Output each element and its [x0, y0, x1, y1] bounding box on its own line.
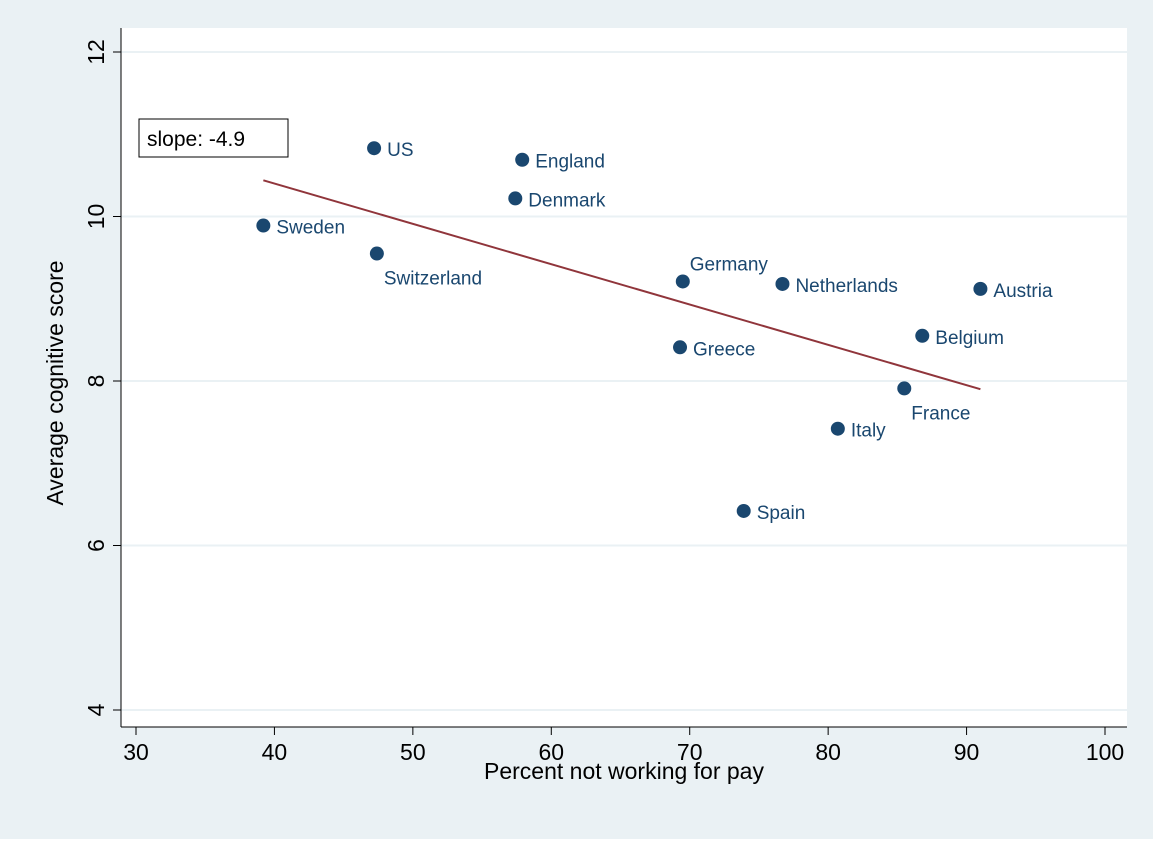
- y-tick-label: 8: [83, 375, 109, 388]
- slope-annotation-text: slope: -4.9: [147, 128, 245, 151]
- x-tick-label: 70: [677, 739, 703, 765]
- x-tick-label: 30: [123, 739, 149, 765]
- data-point-greece: [673, 340, 688, 355]
- x-tick-label: 90: [954, 739, 980, 765]
- y-axis-title: Average cognitive score: [42, 260, 68, 505]
- y-axis-ticks: 4 6 8 10 12: [83, 39, 121, 716]
- data-point-austria: [973, 281, 988, 296]
- point-label-italy: Italy: [851, 421, 886, 442]
- point-label-sweden: Sweden: [276, 218, 345, 239]
- point-label-greece: Greece: [693, 339, 755, 360]
- x-axis-ticks: 30 40 50 60 70 80 90 100: [123, 727, 1124, 765]
- point-label-france: France: [911, 403, 970, 424]
- point-label-belgium: Belgium: [935, 328, 1004, 349]
- y-tick-label: 10: [83, 204, 109, 230]
- x-tick-label: 100: [1086, 739, 1124, 765]
- gridlines: [121, 51, 1127, 711]
- point-label-netherlands: Netherlands: [795, 276, 897, 297]
- axes: [120, 28, 1127, 728]
- x-axis-title: Percent not working for pay: [484, 758, 764, 784]
- x-tick-label: 40: [262, 739, 288, 765]
- point-label-denmark: Denmark: [528, 190, 606, 211]
- slope-annotation-box: [138, 118, 289, 158]
- x-tick-label: 80: [815, 739, 841, 765]
- point-label-england: England: [535, 152, 605, 173]
- slope-annotation: slope: -4.9: [138, 118, 289, 158]
- point-label-austria: Austria: [993, 281, 1053, 302]
- point-label-switzerland: Switzerland: [384, 269, 482, 290]
- data-point-france: [897, 381, 912, 396]
- plot-area: [121, 28, 1127, 727]
- data-point-switzerland: [369, 246, 384, 261]
- data-points: US England Denmark Sweden Switzerland Germany…: [256, 140, 1053, 524]
- data-point-sweden: [256, 218, 271, 233]
- data-point-netherlands: [775, 276, 790, 291]
- y-tick-label: 12: [83, 39, 109, 65]
- point-label-germany: Germany: [690, 254, 769, 275]
- data-point-belgium: [915, 328, 930, 343]
- y-tick-label: 4: [83, 703, 109, 716]
- data-point-denmark: [508, 191, 523, 206]
- data-point-england: [515, 152, 530, 167]
- x-tick-label: 50: [400, 739, 426, 765]
- x-tick-label: 60: [538, 739, 564, 765]
- data-point-spain: [736, 503, 751, 518]
- data-point-italy: [830, 421, 845, 436]
- point-label-spain: Spain: [757, 503, 806, 524]
- data-point-germany: [675, 274, 690, 289]
- y-tick-label: 6: [83, 539, 109, 552]
- fit-line: [263, 179, 981, 391]
- point-label-us: US: [387, 140, 413, 161]
- data-point-us: [367, 141, 382, 156]
